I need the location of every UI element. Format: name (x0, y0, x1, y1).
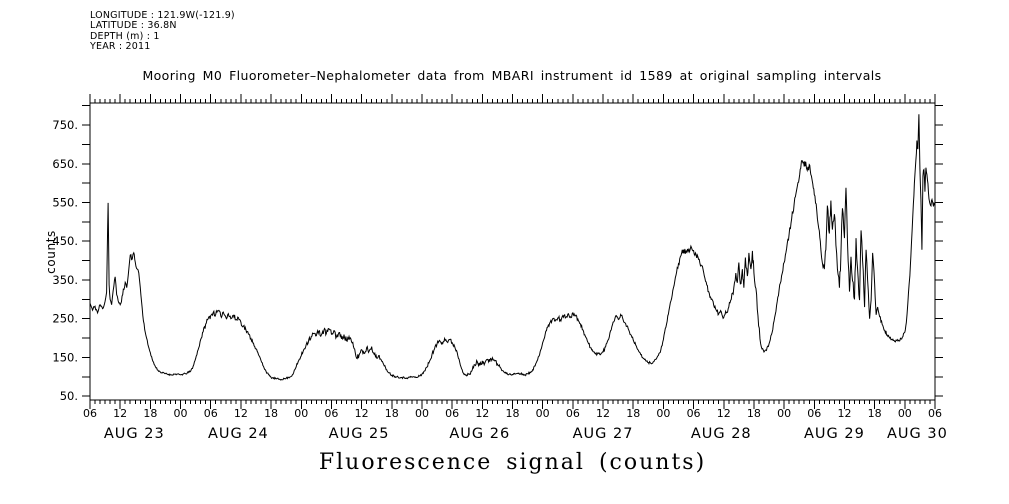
x-tick-label: 18 (868, 407, 882, 420)
x-tick-label: 00 (174, 407, 188, 420)
metadata-year: YEAR : 2011 (90, 40, 151, 52)
x-tick-label: 18 (143, 407, 157, 420)
day-label: AUG 27 (573, 426, 634, 442)
x-tick-label: 12 (234, 407, 248, 420)
y-tick-label: 450. (52, 234, 78, 248)
x-tick-label: 12 (355, 407, 369, 420)
x-tick-label: 18 (264, 407, 278, 420)
x-tick-label: 18 (506, 407, 520, 420)
axis-labels: 50. 150. 250. 350. 450. 550. 650. 750. 06 12 18 00 0… (52, 118, 948, 442)
day-label: AUG 24 (208, 426, 269, 442)
day-label: AUG 30 (887, 426, 948, 442)
x-tick-label: 12 (717, 407, 731, 420)
x-tick-label: 06 (445, 407, 459, 420)
x-tick-label: 06 (324, 407, 338, 420)
data-line (89, 114, 936, 381)
x-tick-label: 06 (807, 407, 821, 420)
metadata-depth: DEPTH (m) : 1 (90, 30, 160, 42)
metadata-longitude: LONGITUDE : 121.9W(-121.9) (90, 10, 235, 21)
plot-frame (89, 102, 936, 401)
x-tick-label: 06 (928, 407, 942, 420)
day-label: AUG 26 (449, 426, 510, 442)
x-tick-label: 00 (898, 407, 912, 420)
day-label: AUG 29 (804, 426, 865, 442)
day-label: AUG 28 (691, 426, 752, 442)
y-tick-label: 150. (52, 350, 78, 364)
x-tick-label: 12 (113, 407, 127, 420)
day-label: AUG 23 (104, 426, 165, 442)
x-tick-label: 18 (626, 407, 640, 420)
y-tick-label: 550. (52, 196, 78, 210)
chart-title: Mooring M0 Fluorometer–Nephalometer data… (142, 68, 882, 83)
x-tick-label: 06 (204, 407, 218, 420)
y-tick-label: 350. (52, 273, 78, 287)
x-tick-label: 06 (83, 407, 97, 420)
axis-ticks (82, 94, 943, 409)
y-tick-label: 650. (52, 157, 78, 171)
x-tick-label: 06 (687, 407, 701, 420)
x-tick-label: 00 (656, 407, 670, 420)
x-tick-label: 00 (415, 407, 429, 420)
day-label: AUG 25 (329, 426, 390, 442)
x-tick-label: 18 (385, 407, 399, 420)
y-tick-label: 50. (60, 389, 78, 403)
x-axis-caption: Fluorescence signal (counts) (318, 450, 707, 475)
x-tick-label: 00 (294, 407, 308, 420)
y-tick-label: 250. (52, 312, 78, 326)
x-tick-label: 06 (566, 407, 580, 420)
x-tick-label: 12 (596, 407, 610, 420)
x-tick-label: 00 (536, 407, 550, 420)
x-tick-label: 18 (747, 407, 761, 420)
metadata-block: LONGITUDE : 121.9W(-121.9) LATITUDE : 36… (90, 10, 235, 52)
x-tick-label: 00 (777, 407, 791, 420)
x-tick-label: 12 (475, 407, 489, 420)
x-tick-label: 12 (837, 407, 851, 420)
metadata-latitude: LATITUDE : 36.8N (90, 20, 177, 32)
y-tick-label: 750. (52, 118, 78, 132)
